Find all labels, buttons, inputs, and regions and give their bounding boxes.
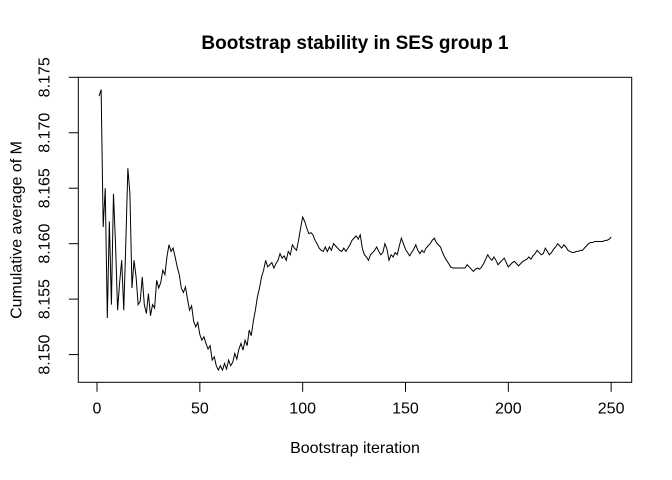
x-tick-label: 150 <box>392 400 419 417</box>
y-tick-label: 8.165 <box>37 168 54 208</box>
y-tick-label: 8.170 <box>37 113 54 153</box>
y-axis-ticks: 8.150 8.155 8.160 8.165 8.170 8.175 <box>37 57 79 375</box>
y-tick-label: 8.160 <box>37 224 54 264</box>
x-tick-label: 0 <box>93 400 102 417</box>
x-axis-ticks: 0 50 100 150 200 250 <box>93 382 625 417</box>
y-axis-label: Cumulative average of M <box>9 141 26 319</box>
chart-title: Bootstrap stability in SES group 1 <box>201 33 509 54</box>
y-tick-label: 8.175 <box>37 57 54 97</box>
x-tick-label: 250 <box>598 400 625 417</box>
x-tick-label: 200 <box>495 400 522 417</box>
y-tick-label: 8.155 <box>37 279 54 319</box>
y-tick-label: 8.150 <box>37 334 54 374</box>
data-line <box>98 89 612 372</box>
x-tick-label: 100 <box>289 400 316 417</box>
x-tick-label: 50 <box>191 400 209 417</box>
plot-box <box>77 76 633 383</box>
x-axis-label: Bootstrap iteration <box>290 440 420 457</box>
